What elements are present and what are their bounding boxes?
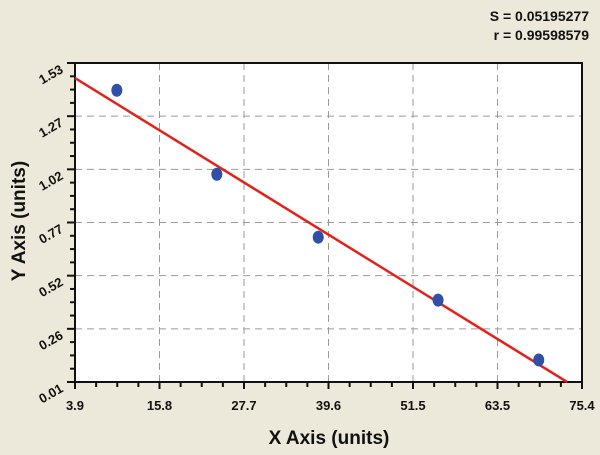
y-axis-label: Y Axis (units)	[9, 160, 30, 282]
data-point	[432, 293, 444, 307]
y-tick-label: 0.01	[36, 381, 65, 407]
x-tick-label: 39.6	[316, 398, 341, 413]
y-tick-label: 1.53	[36, 62, 65, 88]
plot-frame	[74, 62, 583, 383]
y-tick-label: 1.02	[36, 168, 65, 194]
x-tick-label: 75.4	[569, 398, 595, 413]
data-point	[111, 83, 123, 97]
fit-statistics: S = 0.05195277 r = 0.99598579	[490, 7, 589, 45]
r-value: r = 0.99598579	[493, 27, 589, 43]
y-tick-label: 0.26	[36, 327, 65, 353]
data-point	[312, 230, 324, 244]
data-point	[211, 167, 223, 181]
y-tick-label: 0.77	[36, 221, 65, 247]
x-tick-label: 63.5	[485, 398, 510, 413]
y-tick-label: 1.27	[36, 115, 65, 141]
s-value: S = 0.05195277	[489, 8, 589, 24]
x-tick-label: 15.8	[147, 398, 172, 413]
x-axis-label: X Axis (units)	[268, 428, 390, 449]
x-tick-label: 27.7	[231, 398, 256, 413]
x-tick-label: 3.9	[66, 398, 84, 413]
data-point	[533, 353, 545, 367]
x-tick-label: 51.5	[400, 398, 425, 413]
y-tick-label: 0.52	[36, 274, 65, 300]
fit-line	[74, 77, 568, 384]
